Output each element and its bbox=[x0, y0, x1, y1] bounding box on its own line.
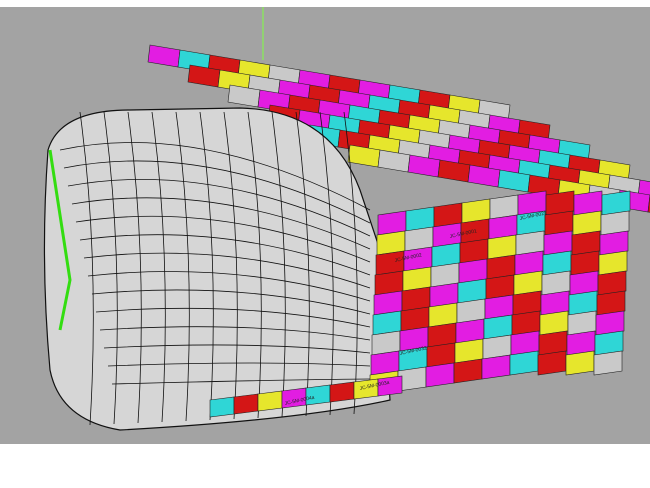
mesh-line bbox=[83, 252, 371, 289]
mesh-line bbox=[107, 362, 371, 367]
facade-panel bbox=[329, 381, 355, 403]
mesh-line bbox=[75, 215, 371, 263]
facade-panel bbox=[599, 230, 629, 256]
mesh-line bbox=[175, 111, 190, 422]
panel-label: JC-5M-0032 bbox=[399, 345, 427, 357]
facade-panel bbox=[425, 362, 455, 388]
mesh-line bbox=[319, 111, 334, 416]
facade-panel bbox=[537, 350, 567, 376]
facade-panel bbox=[209, 396, 235, 418]
facade-panel bbox=[600, 210, 630, 236]
mesh-line bbox=[295, 111, 310, 417]
mesh-line bbox=[111, 378, 371, 385]
facade-panel bbox=[377, 375, 403, 397]
facade-panels bbox=[209, 190, 631, 418]
facade-panel bbox=[595, 310, 625, 336]
facade-panel bbox=[257, 390, 283, 412]
mesh-line bbox=[103, 344, 371, 354]
mesh-line bbox=[103, 111, 118, 425]
facade-panel bbox=[509, 350, 539, 376]
roof-fins bbox=[147, 44, 650, 213]
shell-body bbox=[43, 107, 391, 431]
edge-highlight bbox=[48, 149, 72, 331]
facade-panel bbox=[594, 330, 624, 356]
mesh-line bbox=[95, 307, 371, 328]
mesh-line bbox=[199, 111, 214, 421]
facade-panel bbox=[565, 350, 595, 376]
mesh-line bbox=[223, 111, 238, 420]
facade-panel bbox=[593, 350, 623, 376]
mesh-line bbox=[127, 111, 142, 424]
shell-mesh bbox=[59, 111, 371, 426]
facade-panel bbox=[601, 190, 631, 216]
mesh-line bbox=[247, 111, 262, 419]
panel-label: JC-5M-0002 bbox=[394, 252, 422, 264]
mesh-line bbox=[63, 160, 371, 224]
facade-panel bbox=[453, 358, 483, 384]
mesh-line bbox=[151, 111, 166, 423]
mesh-line bbox=[87, 271, 371, 302]
mesh-line bbox=[67, 179, 371, 237]
mesh-line bbox=[79, 111, 94, 426]
mesh-line bbox=[271, 111, 286, 418]
facade-panel bbox=[596, 290, 626, 316]
mesh-line bbox=[71, 197, 371, 250]
facade-panel bbox=[481, 354, 511, 380]
facade-panel bbox=[598, 250, 628, 276]
panel-label: JC-5M-0001 bbox=[449, 228, 477, 240]
facade-panel bbox=[233, 393, 259, 415]
mesh-line bbox=[91, 289, 371, 315]
mesh-line bbox=[59, 142, 371, 211]
mesh-line bbox=[343, 111, 358, 415]
facade-panel bbox=[597, 270, 627, 296]
panel-label: JC-5M-0021 bbox=[519, 210, 547, 222]
mesh-line bbox=[99, 326, 371, 341]
